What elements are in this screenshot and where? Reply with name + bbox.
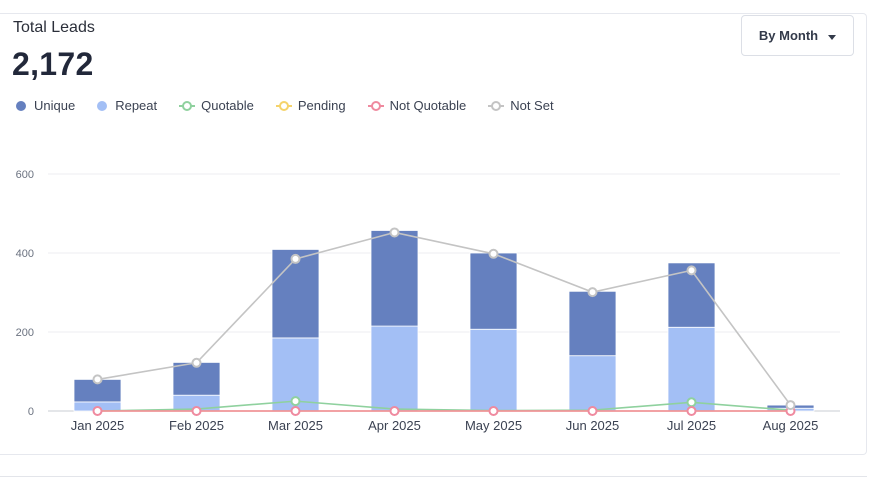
x-tick-label: Aug 2025 — [763, 418, 819, 433]
point-not-set — [686, 265, 697, 276]
legend-label: Pending — [297, 98, 346, 113]
total-leads-card — [0, 13, 867, 455]
point-not-quotable — [191, 406, 202, 416]
bar-unique — [469, 252, 518, 330]
point-not-quotable — [488, 406, 499, 416]
line-not-set — [97, 231, 792, 406]
y-tick-label: 200 — [16, 327, 34, 339]
x-tick-label: May 2025 — [465, 418, 522, 433]
bar-unique — [370, 230, 419, 327]
point-quotable — [290, 396, 301, 407]
y-tick-label: 400 — [16, 248, 34, 260]
point-quotable — [686, 397, 697, 408]
line-quotable — [97, 400, 791, 412]
bar-repeat — [667, 326, 716, 412]
point-not-quotable — [290, 406, 301, 416]
legend-item-unique[interactable]: Unique — [16, 98, 75, 113]
total-count: 2,172 — [12, 46, 94, 82]
point-not-set — [191, 357, 202, 368]
x-tick-label: Jul 2025 — [667, 418, 716, 433]
legend-item-repeat[interactable]: Repeat — [97, 98, 157, 113]
legend-label: Not Quotable — [389, 98, 467, 113]
bar-unique — [568, 290, 617, 357]
point-not-set — [389, 227, 400, 238]
bar-repeat — [469, 328, 518, 412]
point-not-set — [92, 374, 103, 385]
x-tick-label: Feb 2025 — [169, 418, 224, 433]
legend-item-pending[interactable]: Pending — [275, 98, 346, 113]
legend-label: Quotable — [201, 98, 254, 113]
point-not-set — [587, 287, 598, 298]
legend-dot-icon — [97, 100, 108, 111]
legend-item-quotable[interactable]: Quotable — [179, 98, 254, 113]
point-not-quotable — [587, 406, 598, 416]
bar-repeat — [370, 325, 419, 412]
legend-label: Not Set — [510, 98, 554, 113]
chart-legend: Unique Repeat Quotable Pending Not Quotable N… — [16, 98, 576, 113]
caret-down-icon — [828, 34, 837, 40]
point-not-quotable — [92, 406, 103, 416]
x-tick-label: Jun 2025 — [566, 418, 620, 433]
point-not-set — [785, 400, 796, 411]
legend-line-icon — [488, 100, 505, 111]
bar-unique — [271, 249, 320, 339]
legend-line-icon — [275, 100, 292, 111]
period-dropdown[interactable]: By Month — [741, 15, 854, 56]
x-tick-label: Apr 2025 — [368, 418, 421, 433]
x-tick-label: Jan 2025 — [71, 418, 125, 433]
point-not-quotable — [389, 406, 400, 416]
period-dropdown-label: By Month — [758, 28, 819, 43]
point-not-set — [290, 253, 301, 264]
y-tick-label: 0 — [28, 406, 34, 418]
legend-dot-icon — [16, 100, 26, 111]
legend-label: Unique — [34, 98, 76, 113]
point-not-quotable — [686, 406, 697, 416]
x-tick-label: Mar 2025 — [268, 418, 323, 433]
y-tick-label: 600 — [16, 169, 34, 181]
legend-line-icon — [367, 100, 384, 111]
legend-label: Repeat — [115, 98, 158, 113]
legend-item-not-quotable[interactable]: Not Quotable — [367, 98, 467, 113]
bar-repeat — [568, 355, 617, 412]
legend-line-icon — [179, 100, 196, 111]
card-title: Total Leads — [13, 19, 95, 36]
legend-item-not-set[interactable]: Not Set — [488, 98, 554, 113]
point-not-set — [488, 248, 499, 259]
